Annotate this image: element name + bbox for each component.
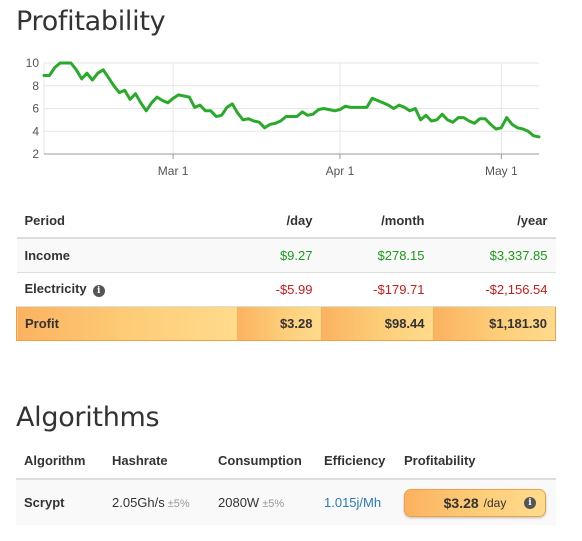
info-icon[interactable]: i bbox=[92, 285, 105, 297]
income-day: $9.27 bbox=[236, 238, 321, 273]
period-table: Period /day /month /year Income $9.27 $2… bbox=[16, 203, 556, 341]
profitability-chart: 10 8 6 4 2 Mar 1 Apr 1 May 1 bbox=[16, 52, 546, 184]
electricity-row: Electricity i -$5.99 -$179.71 -$2,156.54 bbox=[16, 272, 556, 307]
profit-per-day-value: $3.28 bbox=[443, 494, 479, 511]
x-tick-label: May 1 bbox=[485, 164, 518, 178]
header-profitability: Profitability bbox=[396, 443, 556, 480]
y-tick-label: 6 bbox=[32, 102, 39, 116]
header-day: /day bbox=[236, 203, 321, 239]
electricity-label: Electricity bbox=[24, 281, 87, 296]
electricity-month: -$179.71 bbox=[320, 272, 433, 307]
profit-month: $98.44 bbox=[320, 305, 433, 341]
electricity-year: -$2,156.54 bbox=[432, 272, 556, 307]
hashrate-cell: 2.05Gh/s ±5% bbox=[104, 479, 210, 525]
income-label: Income bbox=[16, 238, 237, 273]
profit-row: Profit $3.28 $98.44 $1,181.30 bbox=[16, 305, 556, 341]
electricity-cell: Electricity i bbox=[16, 272, 237, 307]
x-tick-label: Apr 1 bbox=[326, 164, 355, 178]
header-algorithm: Algorithm bbox=[16, 443, 104, 480]
header-period: Period bbox=[16, 203, 237, 239]
header-efficiency: Efficiency bbox=[316, 443, 396, 480]
consumption-value: 2080W bbox=[218, 495, 260, 510]
profitability-series-line bbox=[42, 61, 541, 139]
consumption-cell: 2080W ±5% bbox=[210, 479, 316, 525]
y-tick-label: 8 bbox=[32, 79, 39, 93]
algorithm-name: Scrypt bbox=[16, 479, 104, 525]
profit-label: Profit bbox=[16, 305, 237, 341]
header-consumption: Consumption bbox=[210, 443, 316, 480]
electricity-day: -$5.99 bbox=[236, 272, 321, 307]
income-year: $3,337.85 bbox=[432, 238, 556, 273]
profitability-cell: $3.28 /day i bbox=[396, 479, 556, 525]
period-table-header: Period /day /month /year bbox=[16, 203, 556, 239]
consumption-tolerance: ±5% bbox=[262, 498, 285, 510]
header-month: /month bbox=[320, 203, 433, 239]
hashrate-tolerance: ±5% bbox=[167, 498, 190, 510]
info-icon[interactable]: i bbox=[524, 496, 536, 509]
y-tick-label: 4 bbox=[32, 124, 39, 138]
y-tick-label: 10 bbox=[26, 56, 40, 70]
algorithms-table: Algorithm Hashrate Consumption Efficienc… bbox=[16, 443, 556, 525]
profitability-badge[interactable]: $3.28 /day i bbox=[404, 488, 546, 517]
x-tick-label: Mar 1 bbox=[158, 164, 189, 178]
profit-year: $1,181.30 bbox=[432, 305, 556, 341]
hashrate-value: 2.05Gh/s bbox=[112, 495, 165, 510]
efficiency-value: 1.015j/Mh bbox=[324, 495, 382, 510]
header-year: /year bbox=[432, 203, 556, 239]
income-row: Income $9.27 $278.15 $3,337.85 bbox=[16, 238, 556, 273]
profit-per-day-unit: /day bbox=[483, 495, 507, 510]
efficiency-cell: 1.015j/Mh bbox=[316, 479, 396, 525]
income-month: $278.15 bbox=[320, 238, 433, 273]
header-hashrate: Hashrate bbox=[104, 443, 210, 480]
algorithm-row: Scrypt 2.05Gh/s ±5% 2080W ±5% 1.015j/Mh $3… bbox=[16, 479, 556, 525]
profitability-title: Profitability bbox=[16, 6, 166, 37]
profit-day: $3.28 bbox=[236, 305, 321, 341]
algorithms-table-header: Algorithm Hashrate Consumption Efficienc… bbox=[16, 443, 556, 480]
profitability-chart-svg: 10 8 6 4 2 Mar 1 Apr 1 May 1 bbox=[26, 56, 541, 178]
algorithms-title: Algorithms bbox=[16, 402, 160, 433]
y-tick-label: 2 bbox=[32, 147, 39, 161]
